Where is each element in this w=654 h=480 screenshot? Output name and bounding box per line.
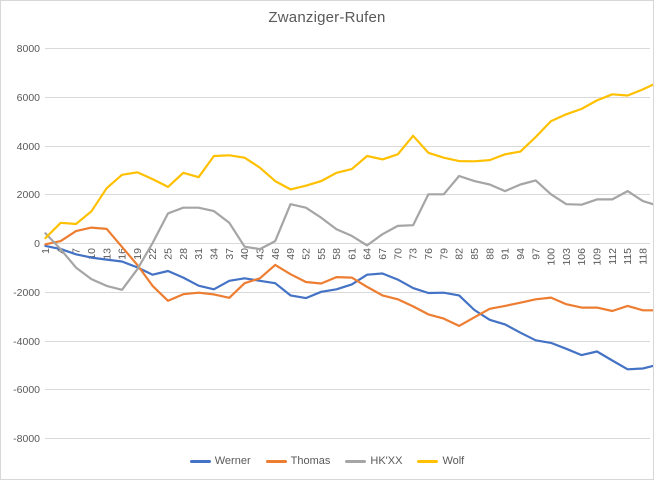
x-axis-tick-label: 37 bbox=[224, 248, 236, 260]
legend-label: Wolf bbox=[442, 455, 465, 467]
legend-swatch bbox=[265, 459, 287, 463]
legend-item-thomas[interactable]: Thomas bbox=[265, 455, 331, 467]
y-axis-tick-label: -8000 bbox=[13, 433, 40, 445]
series-line-wolf[interactable] bbox=[44, 83, 653, 240]
x-axis-tick-label: 40 bbox=[239, 248, 251, 260]
legend-label: Thomas bbox=[290, 455, 331, 467]
x-axis-tick-label: 94 bbox=[515, 248, 527, 260]
x-axis-tick-label: 13 bbox=[101, 248, 113, 260]
x-axis-tick-label: 85 bbox=[469, 248, 481, 260]
x-axis-tick-label: 61 bbox=[346, 248, 358, 260]
chart-title: Zwanziger-Rufen bbox=[268, 9, 386, 26]
x-axis-tick-label: 19 bbox=[132, 248, 144, 260]
y-axis-tick-label: 2000 bbox=[17, 189, 41, 201]
x-axis-tick-label: 91 bbox=[500, 248, 512, 260]
series-line-hk-xx[interactable] bbox=[44, 174, 653, 291]
legend-item-werner[interactable]: Werner bbox=[189, 455, 251, 467]
x-axis-tick-label: 67 bbox=[377, 248, 389, 260]
x-axis-tick-label: 64 bbox=[362, 248, 374, 260]
x-axis-tick-label: 22 bbox=[147, 248, 159, 260]
x-axis-tick-label: 115 bbox=[622, 248, 634, 265]
legend-item-wolf[interactable]: Wolf bbox=[417, 455, 464, 467]
x-axis-tick-label: 103 bbox=[561, 248, 573, 266]
legend-swatch bbox=[189, 459, 211, 463]
y-axis-labels: 8000 6000 4000 2000 0 -2000 -4000 -6000 -8000 bbox=[13, 43, 40, 445]
x-axis-tick-label: 7 bbox=[71, 248, 83, 254]
legend-label: HK'XX bbox=[370, 455, 403, 467]
x-axis-tick-label: 100 bbox=[546, 248, 558, 266]
y-axis-tick-label: -4000 bbox=[13, 336, 40, 348]
x-axis-tick-label: 52 bbox=[300, 248, 312, 260]
legend-swatch bbox=[417, 459, 439, 463]
y-axis-tick-label: 6000 bbox=[17, 92, 41, 104]
legend-swatch bbox=[345, 459, 367, 463]
legend-label: Werner bbox=[214, 455, 251, 467]
x-axis-tick-label: 31 bbox=[193, 248, 205, 260]
x-axis-tick-label: 34 bbox=[209, 248, 221, 260]
y-axis-tick-label: -2000 bbox=[13, 287, 40, 299]
x-axis-tick-label: 118 bbox=[638, 248, 650, 265]
gridlines bbox=[45, 48, 650, 439]
x-axis-tick-label: 46 bbox=[270, 248, 282, 260]
x-axis-tick-label: 49 bbox=[285, 248, 297, 260]
x-axis-tick-label: 58 bbox=[331, 248, 343, 260]
y-axis-tick-label: 0 bbox=[34, 238, 40, 250]
x-axis-tick-label: 1 bbox=[40, 248, 52, 254]
x-axis-tick-label: 112 bbox=[607, 248, 619, 265]
x-axis-labels: 1 4 7 10 13 16 19 22 25 28 31 34 37 40 43 46 49 52 55 58 61 6… bbox=[40, 248, 650, 266]
x-axis-tick-label: 10 bbox=[86, 248, 98, 260]
series-line-werner[interactable] bbox=[44, 244, 653, 371]
x-axis-tick-label: 76 bbox=[423, 248, 435, 260]
x-axis-tick-label: 55 bbox=[316, 248, 328, 260]
x-axis-tick-label: 28 bbox=[178, 248, 190, 260]
x-axis-tick-label: 109 bbox=[592, 248, 604, 266]
x-axis-tick-label: 43 bbox=[254, 248, 266, 260]
y-axis-tick-label: -6000 bbox=[13, 384, 40, 396]
x-axis-tick-label: 97 bbox=[530, 248, 542, 260]
x-axis-tick-label: 106 bbox=[576, 248, 588, 266]
y-axis-tick-label: 8000 bbox=[17, 43, 41, 55]
x-axis-tick-label: 88 bbox=[484, 248, 496, 260]
legend-item-hk-xx[interactable]: HK'XX bbox=[345, 455, 402, 467]
x-axis-tick-label: 16 bbox=[117, 248, 129, 260]
series-line-thomas[interactable] bbox=[44, 226, 653, 327]
x-axis-tick-label: 79 bbox=[438, 248, 450, 260]
x-axis-tick-label: 73 bbox=[408, 248, 420, 260]
chart-legend: Werner Thomas HK'XX Wolf bbox=[1, 455, 653, 467]
x-axis-tick-label: 70 bbox=[392, 248, 404, 260]
x-axis-tick-label: 25 bbox=[163, 248, 175, 260]
x-axis-tick-label: 82 bbox=[454, 248, 466, 260]
y-axis-tick-label: 4000 bbox=[17, 141, 41, 153]
